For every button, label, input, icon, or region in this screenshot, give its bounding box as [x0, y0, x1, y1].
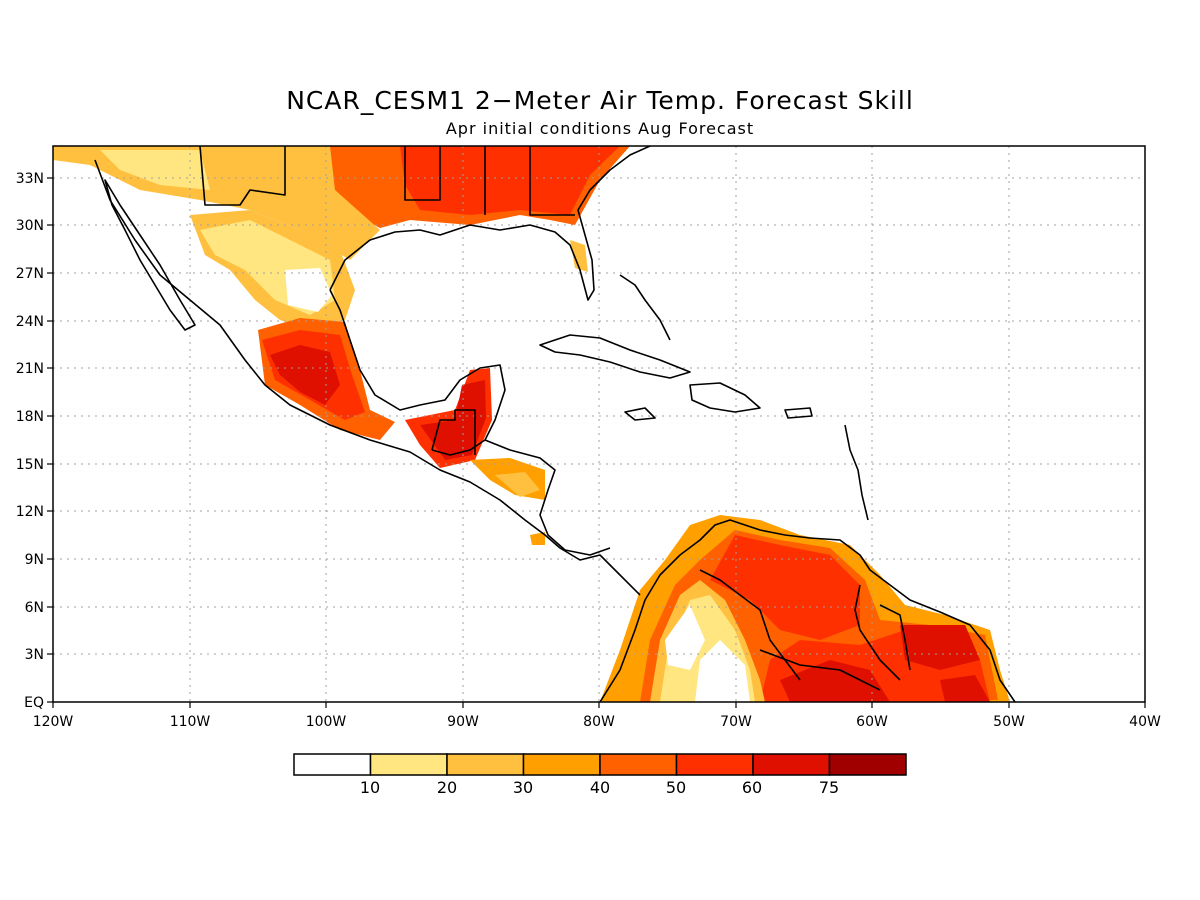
shade-sa-dark-1	[780, 660, 890, 702]
shade-costa-rica	[530, 532, 545, 545]
colorbar-swatch	[369, 753, 448, 776]
colorbar-swatch	[752, 753, 831, 776]
lon-labels: 120W 110W 100W 90W 80W 70W 60W 50W 40W	[33, 714, 1161, 730]
colorbar-swatch	[599, 753, 678, 776]
lon-label: 40W	[1129, 714, 1161, 730]
shade-mexico-south-c	[270, 345, 340, 405]
colorbar-swatch	[446, 753, 525, 776]
colorbar-labels: 10 20 30 40 50 60 75	[360, 778, 839, 797]
lat-label: 30N	[16, 218, 44, 234]
shade-us-southeast	[400, 146, 620, 215]
colorbar-label: 30	[513, 778, 533, 797]
lon-label: 90W	[447, 714, 479, 730]
colorbar-swatch	[675, 753, 754, 776]
lon-label: 120W	[33, 714, 74, 730]
lat-label: 12N	[16, 504, 44, 520]
shade-sa-venezuela	[710, 535, 860, 640]
colorbar	[293, 753, 907, 776]
shade-sa-dark-3	[940, 675, 990, 702]
tick-marks	[47, 177, 1146, 708]
colorbar-label: 20	[437, 778, 457, 797]
lat-labels: EQ 3N 6N 9N 12N 15N 18N 21N 24N 27N 30N …	[16, 171, 44, 711]
lat-lon-grid	[53, 146, 1145, 702]
lat-label: 9N	[25, 552, 44, 568]
lon-label: 100W	[306, 714, 347, 730]
page-subtitle: Apr initial conditions Aug Forecast	[445, 119, 755, 138]
skill-shading	[53, 146, 1010, 702]
lon-label: 110W	[170, 714, 211, 730]
colorbar-swatch	[522, 753, 601, 776]
lon-label: 60W	[856, 714, 888, 730]
lat-label: 6N	[25, 600, 44, 616]
lat-label: 27N	[16, 266, 44, 282]
colorbar-label: 60	[742, 778, 762, 797]
shade-yucatan-dark	[420, 380, 486, 460]
lon-label: 50W	[993, 714, 1025, 730]
colorbar-swatch	[293, 753, 372, 776]
colorbar-label: 40	[590, 778, 610, 797]
colorbar-label: 50	[666, 778, 686, 797]
lat-label: 33N	[16, 171, 44, 187]
shade-honduras-light	[495, 472, 540, 497]
lon-label: 80W	[583, 714, 615, 730]
lon-label: 70W	[720, 714, 752, 730]
colorbar-swatch	[828, 753, 907, 776]
shade-us-west-light	[100, 150, 210, 190]
coastlines	[94, 146, 1016, 702]
lat-label: 3N	[25, 647, 44, 663]
page-title: NCAR_CESM1 2−Meter Air Temp. Forecast Sk…	[286, 86, 914, 115]
shade-florida	[570, 240, 588, 272]
shade-mexico-white	[285, 268, 332, 312]
lat-label: 18N	[16, 409, 44, 425]
lat-label: 21N	[16, 361, 44, 377]
colorbar-label: 10	[360, 778, 380, 797]
lat-label: 24N	[16, 314, 44, 330]
lat-label: EQ	[24, 695, 44, 711]
colorbar-label: 75	[819, 778, 839, 797]
lat-label: 15N	[16, 457, 44, 473]
shade-sa-dark-2	[900, 625, 980, 670]
shade-colombia-white-a	[665, 605, 705, 670]
